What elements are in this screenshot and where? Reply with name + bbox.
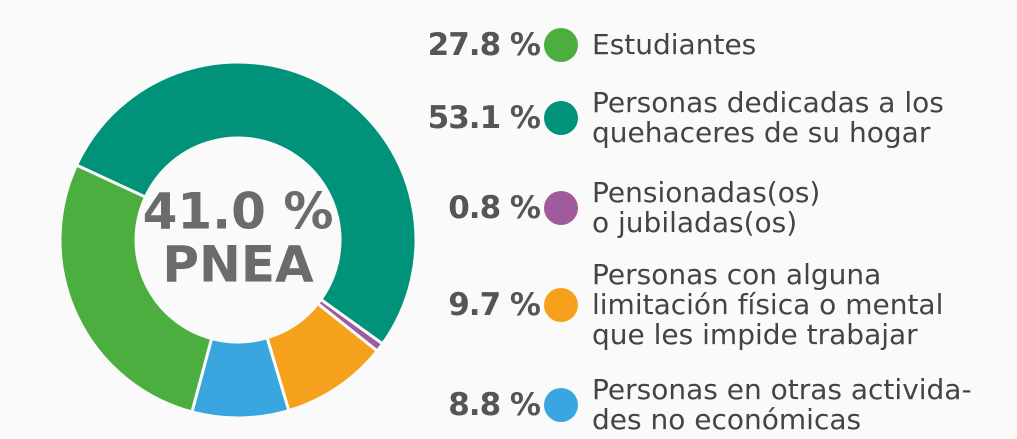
legend-swatch <box>544 388 578 422</box>
donut-chart: 41.0 % PNEA <box>58 60 418 420</box>
legend-item: 53.1 % Personas dedicadas a los quehacere… <box>420 88 1010 148</box>
center-label: PNEA <box>162 236 314 294</box>
legend-label: Personas en otras activida- des no econó… <box>592 373 972 436</box>
legend-item: 27.8 % Estudiantes <box>420 27 1010 63</box>
value-label: 9.7 % <box>448 287 541 323</box>
donut-slice <box>74 60 418 346</box>
legend-item: 8.8 % Personas en otras activida- des no … <box>420 375 1010 435</box>
legend-item: 0.8 % Pensionadas(os) o jubiladas(os) <box>420 178 1010 238</box>
legend-swatch <box>544 191 578 225</box>
value-label: 0.8 % <box>448 190 541 226</box>
center-value: 41.0 % <box>143 183 334 241</box>
legend-swatch <box>544 101 578 135</box>
value-label: 8.8 % <box>448 387 541 423</box>
legend-label: Personas con alguna limitación física o … <box>592 258 944 351</box>
legend-swatch <box>544 288 578 322</box>
value-label: 27.8 % <box>427 27 541 63</box>
legend-item: 9.7 % Personas con alguna limitación físi… <box>420 260 1010 350</box>
legend-label: Personas dedicadas a los quehaceres de s… <box>592 86 944 149</box>
value-label: 53.1 % <box>427 100 541 136</box>
legend-label: Estudiantes <box>592 28 757 61</box>
donut-slice <box>58 163 214 414</box>
legend-label: Pensionadas(os) o jubiladas(os) <box>592 176 821 239</box>
legend-swatch <box>544 28 578 62</box>
